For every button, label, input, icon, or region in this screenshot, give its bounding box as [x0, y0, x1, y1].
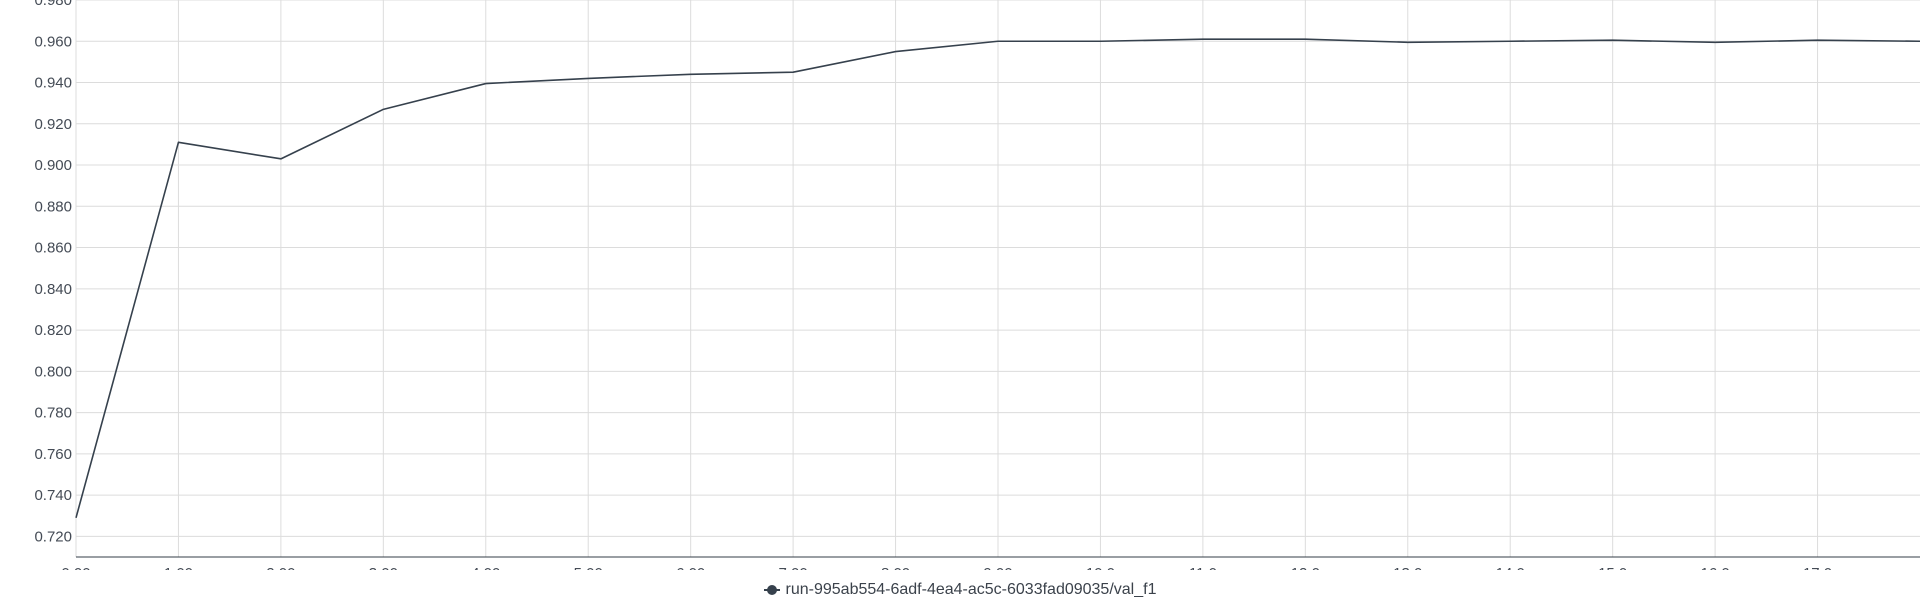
y-tick-label: 0.740 — [34, 487, 72, 504]
y-tick-label: 0.780 — [34, 405, 72, 422]
x-tick-label: 8.00 — [881, 565, 910, 570]
y-tick-label: 0.760 — [34, 446, 72, 463]
x-tick-label: 9.00 — [983, 565, 1012, 570]
y-tick-label: 0.880 — [34, 198, 72, 215]
series-group — [75, 38, 1920, 519]
y-tick-label: 0.820 — [34, 322, 72, 339]
y-tick-labels: 0.720 0.740 0.760 0.780 0.800 0.820 0.840 0.860… — [34, 0, 72, 545]
y-tick-label: 0.840 — [34, 281, 72, 298]
legend: run-995ab554-6adf-4ea4-ac5c-6033fad09035… — [0, 581, 1920, 600]
x-tick-labels: 0.00 1.00 2.00 3.00 4.00 5.00 6.00 7.00 8.00 9.00… — [61, 565, 1832, 570]
x-tick-label: 4.00 — [471, 565, 500, 570]
x-grid-lines — [75, 0, 1819, 557]
x-tick-label: 16.0 — [1701, 565, 1730, 570]
x-tick-label: 5.00 — [574, 565, 603, 570]
x-tick-label: 11.0 — [1189, 565, 1217, 570]
legend-item[interactable]: run-995ab554-6adf-4ea4-ac5c-6033fad09035… — [763, 581, 1157, 599]
series-line[interactable] — [75, 38, 1920, 519]
y-tick-label: 0.940 — [34, 75, 72, 92]
legend-label: run-995ab554-6adf-4ea4-ac5c-6033fad09035… — [785, 581, 1157, 598]
line-chart: 0.720 0.740 0.760 0.780 0.800 0.820 0.840 0.860… — [34, 0, 1920, 570]
y-tick-label: 0.860 — [34, 240, 72, 257]
y-tick-label: 0.900 — [34, 157, 72, 174]
y-tick-label: 0.920 — [34, 116, 72, 133]
x-tick-label: 15.0 — [1598, 565, 1627, 570]
x-tick-label: 0.00 — [61, 565, 90, 570]
y-tick-label: 0.980 — [34, 0, 72, 9]
x-tick-label: 10.0 — [1086, 565, 1115, 570]
x-tick-label: 7.00 — [779, 565, 808, 570]
y-tick-label: 0.720 — [34, 528, 72, 545]
x-tick-label: 1.00 — [164, 565, 193, 570]
x-tick-label: 12.0 — [1291, 565, 1320, 570]
y-tick-label: 0.800 — [34, 363, 72, 380]
x-tick-label: 14.0 — [1496, 565, 1525, 570]
x-tick-label: 6.00 — [676, 565, 705, 570]
y-tick-label: 0.960 — [34, 33, 72, 50]
x-tick-label: 3.00 — [369, 565, 398, 570]
x-tick-label: 2.00 — [266, 565, 295, 570]
legend-marker-icon — [763, 585, 780, 595]
x-tick-label: 13.0 — [1393, 565, 1422, 570]
x-tick-label: 17.0 — [1803, 565, 1832, 570]
